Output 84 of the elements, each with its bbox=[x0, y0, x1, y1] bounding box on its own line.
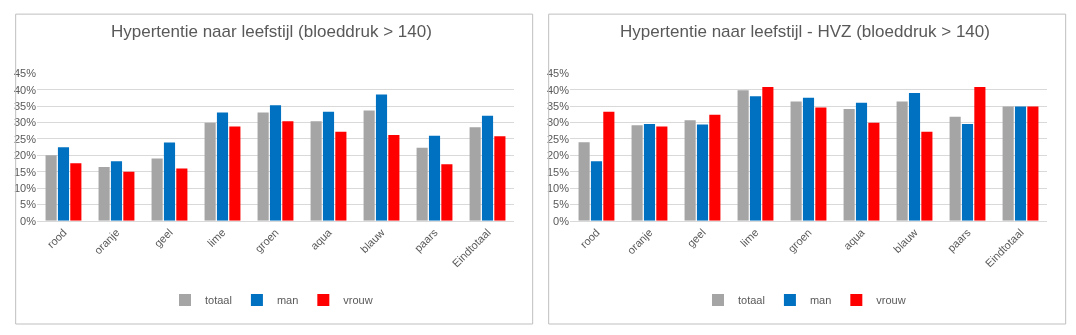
bar bbox=[1014, 106, 1027, 221]
bar bbox=[684, 120, 696, 221]
y-tick-label: 40% bbox=[546, 83, 570, 96]
bar bbox=[282, 121, 294, 221]
y-tick-label: 30% bbox=[546, 116, 570, 129]
y-tick-label: 10% bbox=[546, 181, 570, 194]
bar bbox=[961, 123, 974, 221]
bar bbox=[57, 147, 70, 221]
bar bbox=[643, 123, 656, 221]
y-tick-label: 15% bbox=[13, 165, 37, 178]
bar bbox=[204, 122, 216, 221]
bar bbox=[216, 112, 229, 221]
bar bbox=[481, 115, 494, 221]
y-tick-label: 5% bbox=[553, 198, 570, 211]
bar bbox=[815, 107, 827, 221]
bar bbox=[737, 90, 749, 221]
bar bbox=[631, 125, 643, 221]
y-tick-label: 35% bbox=[13, 100, 37, 113]
bar bbox=[578, 142, 590, 221]
legend-label: totaal bbox=[738, 294, 765, 307]
bar bbox=[257, 112, 269, 221]
bar bbox=[855, 102, 868, 221]
legend-label: vrouw bbox=[343, 294, 373, 307]
bar bbox=[335, 131, 347, 221]
bar bbox=[363, 110, 375, 221]
bar bbox=[428, 135, 441, 221]
bar bbox=[45, 155, 57, 221]
bar bbox=[790, 101, 802, 221]
legend-label: man bbox=[276, 294, 299, 307]
y-tick-label: 10% bbox=[13, 181, 37, 194]
bar bbox=[603, 111, 615, 221]
y-tick-label: 30% bbox=[13, 116, 37, 129]
bar bbox=[762, 87, 774, 221]
bar bbox=[921, 131, 933, 221]
bar bbox=[416, 147, 428, 221]
bar bbox=[1027, 106, 1039, 221]
bar bbox=[749, 96, 762, 221]
y-tick-label: 15% bbox=[546, 165, 570, 178]
y-tick-label: 5% bbox=[20, 198, 37, 211]
bar bbox=[896, 101, 908, 221]
bar bbox=[70, 163, 82, 221]
y-tick-label: 25% bbox=[13, 132, 37, 145]
y-tick-label: 20% bbox=[546, 149, 570, 162]
bar bbox=[310, 121, 322, 221]
bar bbox=[322, 111, 335, 221]
chart-title: Hypertentie naar leefstijl (bloeddruk > 140) bbox=[111, 22, 432, 41]
bar bbox=[709, 114, 721, 221]
y-tick-label: 0% bbox=[20, 214, 37, 227]
bar bbox=[229, 126, 241, 221]
legend-label: vrouw bbox=[876, 294, 906, 307]
bar bbox=[98, 167, 110, 221]
bar bbox=[163, 142, 176, 221]
bar bbox=[802, 97, 815, 221]
bar bbox=[908, 92, 921, 221]
bar bbox=[656, 126, 668, 221]
bar bbox=[949, 116, 961, 221]
y-tick-label: 45% bbox=[546, 67, 570, 80]
y-tick-label: 25% bbox=[546, 132, 570, 145]
y-tick-label: 40% bbox=[13, 83, 37, 96]
bar bbox=[388, 135, 400, 221]
y-tick-label: 20% bbox=[13, 149, 37, 162]
chart-title: Hypertentie naar leefstijl - HVZ (bloeddruk > 140) bbox=[620, 22, 990, 41]
bar bbox=[375, 94, 388, 221]
bar bbox=[1002, 106, 1014, 221]
bar bbox=[469, 127, 481, 221]
bar bbox=[696, 124, 709, 221]
legend-label: totaal bbox=[205, 294, 232, 307]
bar bbox=[494, 136, 506, 221]
bar bbox=[269, 105, 282, 221]
bar bbox=[123, 171, 135, 221]
x-tick-label: lime bbox=[738, 226, 761, 249]
y-tick-label: 45% bbox=[13, 67, 37, 80]
x-tick-label: lime bbox=[205, 226, 228, 249]
bar bbox=[868, 122, 880, 221]
y-tick-label: 0% bbox=[553, 214, 570, 227]
bar bbox=[590, 161, 603, 221]
legend-label: man bbox=[809, 294, 832, 307]
y-tick-label: 35% bbox=[546, 100, 570, 113]
bar bbox=[843, 108, 855, 221]
bar bbox=[110, 161, 123, 221]
bar bbox=[151, 158, 163, 221]
bar bbox=[176, 168, 188, 221]
bar bbox=[974, 87, 986, 221]
bar bbox=[441, 164, 453, 221]
